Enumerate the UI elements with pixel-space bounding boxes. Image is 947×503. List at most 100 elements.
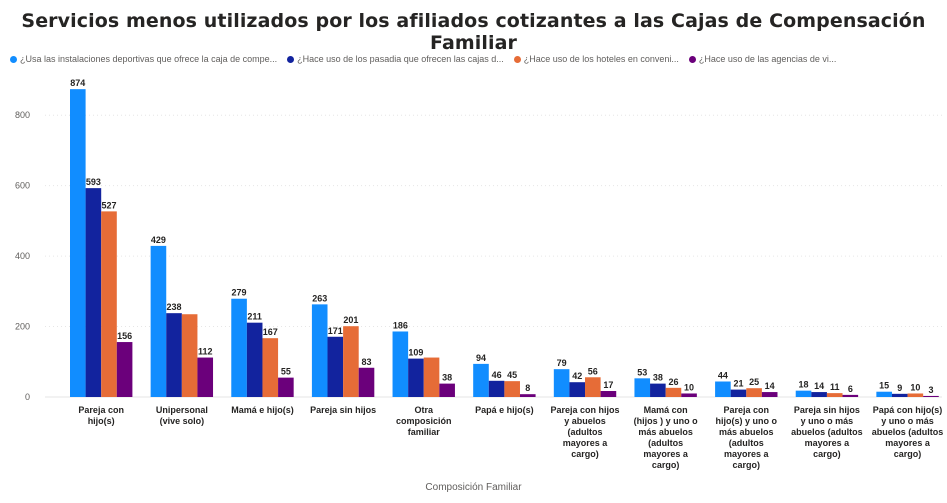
bar bbox=[811, 392, 827, 397]
x-tick-label-line: Unipersonal bbox=[156, 405, 208, 415]
y-tick-label: 400 bbox=[15, 251, 30, 261]
data-label: 38 bbox=[653, 373, 663, 383]
data-label: 14 bbox=[765, 381, 775, 391]
data-label: 94 bbox=[476, 353, 486, 363]
x-tick-label-line: familiar bbox=[408, 427, 441, 437]
data-label: 53 bbox=[637, 367, 647, 377]
x-tick-label-line: (vive solo) bbox=[160, 416, 205, 426]
legend-label: ¿Hace uso de las agencias de vi... bbox=[698, 54, 837, 64]
x-tick-label: Otra composición familiar bbox=[396, 405, 452, 437]
bar bbox=[231, 298, 247, 397]
bar bbox=[795, 390, 812, 397]
bar bbox=[907, 393, 924, 397]
x-tick-label-line: Mamá con bbox=[644, 405, 688, 415]
x-tick-label-line: hijo(s) y uno o bbox=[716, 416, 778, 426]
data-label: 56 bbox=[588, 366, 598, 376]
data-label: 55 bbox=[281, 367, 291, 377]
data-label: 79 bbox=[557, 358, 567, 368]
bar bbox=[761, 392, 778, 397]
chart-title: Servicios menos utilizados por los afili… bbox=[21, 10, 926, 54]
data-label: 527 bbox=[101, 200, 116, 210]
x-tick-label-line: Papá con hijo(s) bbox=[873, 405, 943, 415]
bar bbox=[715, 381, 731, 397]
bar bbox=[311, 304, 328, 397]
x-tick-label-line: (adultos bbox=[648, 438, 683, 448]
bar bbox=[730, 389, 747, 397]
legend: ¿Usa las instalaciones deportivas que of… bbox=[10, 52, 940, 66]
bar bbox=[923, 395, 939, 397]
x-tick-label-line: cargo) bbox=[894, 449, 922, 459]
data-label: 593 bbox=[86, 177, 101, 187]
bar bbox=[891, 393, 908, 397]
data-label: 238 bbox=[167, 302, 182, 312]
legend-item[interactable]: ¿Hace uso de los pasadia que ofrecen las… bbox=[287, 52, 504, 66]
bar bbox=[408, 358, 424, 397]
data-label: 112 bbox=[198, 347, 213, 357]
x-tick-label-line: Pareja con bbox=[724, 405, 770, 415]
data-label: 11 bbox=[830, 382, 840, 392]
data-label: 9 bbox=[897, 383, 902, 393]
legend-dot-icon bbox=[513, 55, 521, 63]
data-label: 17 bbox=[603, 380, 613, 390]
y-tick-label: 800 bbox=[15, 110, 30, 120]
bar bbox=[876, 391, 892, 397]
x-tick-label-line: Pareja con hijos bbox=[551, 405, 620, 415]
bar bbox=[262, 338, 279, 397]
data-label: 6 bbox=[848, 384, 853, 394]
bar bbox=[70, 89, 86, 397]
data-label: 18 bbox=[799, 380, 809, 390]
data-label: 874 bbox=[70, 78, 85, 88]
data-label: 171 bbox=[328, 326, 343, 336]
x-tick-label-line: hijo(s) bbox=[88, 416, 115, 426]
x-tick-label-line: Pareja sin hijos bbox=[310, 405, 376, 415]
x-tick-label: Mamá e hijo(s) bbox=[231, 405, 294, 415]
x-tick-label-line: cargo) bbox=[813, 449, 841, 459]
x-axis-title: Composición Familiar bbox=[425, 482, 522, 493]
bar bbox=[392, 331, 409, 397]
x-tick-label-line: cargo) bbox=[571, 449, 599, 459]
data-label: 156 bbox=[117, 331, 132, 341]
legend-item[interactable]: ¿Usa las instalaciones deportivas que of… bbox=[10, 52, 277, 66]
data-label: 15 bbox=[879, 381, 889, 391]
bar bbox=[746, 388, 762, 397]
x-tick-label-line: y uno o más bbox=[801, 416, 854, 426]
bar bbox=[488, 380, 505, 397]
x-tick-label-line: más abuelos bbox=[719, 427, 774, 437]
x-tick-label-line: cargo) bbox=[733, 460, 761, 470]
data-label: 10 bbox=[910, 382, 920, 392]
x-tick-label: Papá con hijo(s) y uno o más abuelos (adul… bbox=[872, 405, 944, 459]
data-label: 25 bbox=[749, 377, 759, 387]
x-tick-label-line: (adultos bbox=[568, 427, 603, 437]
bar bbox=[101, 211, 117, 397]
x-tick-label-line: mayores a bbox=[643, 449, 689, 459]
x-tick-label-line: y uno o más bbox=[881, 416, 934, 426]
bar bbox=[423, 357, 440, 397]
bar bbox=[181, 314, 198, 397]
x-tick-label: Pareja sin hijos y uno o más abuelos (adul… bbox=[791, 405, 863, 459]
data-label: 279 bbox=[232, 288, 247, 298]
x-tick-label-line: (adultos bbox=[729, 438, 764, 448]
data-label: 46 bbox=[492, 370, 502, 380]
bar bbox=[278, 377, 294, 397]
bar bbox=[85, 188, 102, 397]
x-tick-label: Pareja sin hijos bbox=[310, 405, 376, 415]
bar bbox=[116, 342, 133, 397]
data-label: 186 bbox=[393, 320, 408, 330]
x-tick-label-line: composición bbox=[396, 416, 452, 426]
bar bbox=[569, 382, 586, 397]
data-label: 201 bbox=[343, 315, 358, 325]
bar bbox=[650, 383, 666, 397]
data-label: 167 bbox=[263, 327, 278, 337]
legend-item[interactable]: ¿Hace uso de las agencias de vi... bbox=[688, 52, 837, 66]
legend-item[interactable]: ¿Hace uso de los hoteles en conveni... bbox=[513, 52, 679, 66]
bar bbox=[504, 381, 520, 397]
bar bbox=[585, 377, 601, 397]
x-tick-label-line: (hijos ) y uno o bbox=[634, 416, 698, 426]
x-tick-label: Pareja con hijos y abuelos (adultos mayores… bbox=[551, 405, 620, 459]
data-label: 429 bbox=[151, 235, 166, 245]
data-label: 8 bbox=[525, 383, 530, 393]
bar bbox=[246, 322, 263, 397]
x-tick-label-line: Otra bbox=[414, 405, 434, 415]
bar bbox=[665, 387, 682, 397]
